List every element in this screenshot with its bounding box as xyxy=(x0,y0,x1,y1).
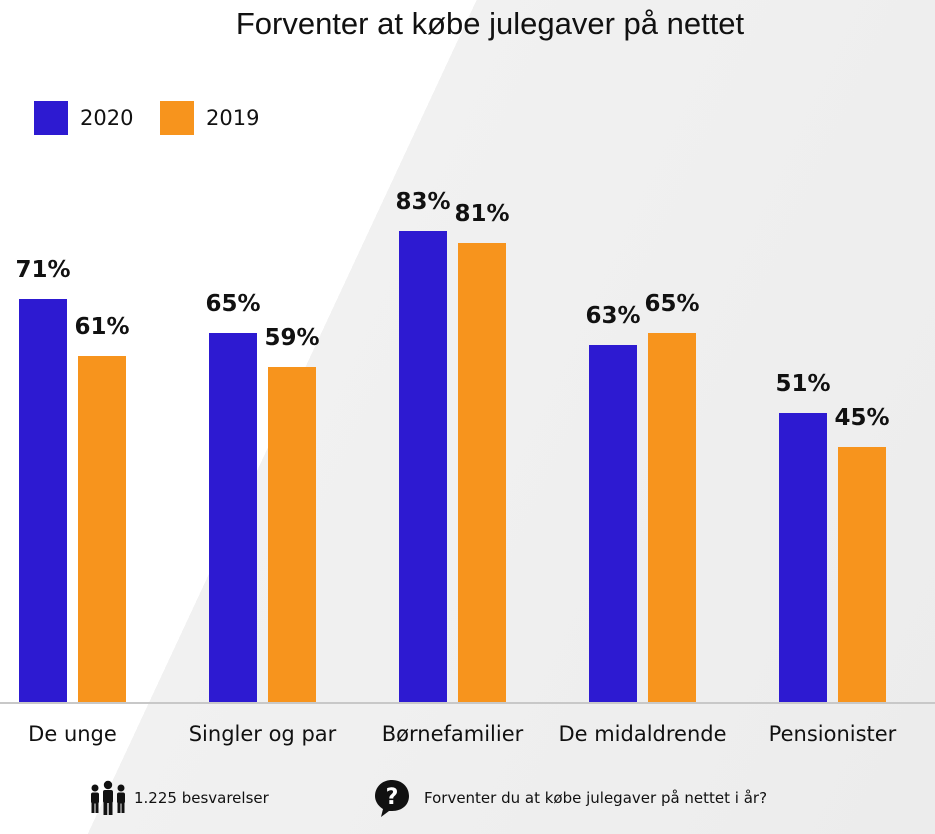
bar-2020-5 xyxy=(779,412,827,702)
legend-label-2020: 2020 xyxy=(80,106,134,130)
data-label-2019-4: 65% xyxy=(644,291,700,318)
bar-2020-1 xyxy=(19,299,67,702)
bar-2019-4 xyxy=(648,333,696,702)
legend-swatch-2020 xyxy=(34,101,68,135)
data-label-2019-3: 81% xyxy=(454,200,510,227)
data-label-2019-2: 59% xyxy=(264,325,320,352)
category-label-4: De midaldrende xyxy=(558,722,727,746)
bar-2019-1 xyxy=(78,356,126,702)
data-label-2020-2: 65% xyxy=(205,291,261,318)
respondents-text: 1.225 besvarelser xyxy=(134,789,269,807)
question-text: Forventer du at købe julegaver på nettet… xyxy=(424,789,768,807)
data-label-2019-5: 45% xyxy=(834,404,890,431)
category-label-3: Børnefamilier xyxy=(381,722,524,746)
data-label-2020-1: 71% xyxy=(15,257,71,284)
category-label-5: Pensionister xyxy=(768,722,897,746)
legend-item-2020: 2020 xyxy=(34,101,133,135)
data-label-2020-4: 63% xyxy=(585,302,641,329)
chart-title: Forventer at købe julegaver på nettet xyxy=(235,6,745,41)
question-bubble-icon: ? xyxy=(375,780,409,817)
data-label-2019-1: 61% xyxy=(74,314,130,341)
bar-2019-2 xyxy=(268,367,316,702)
bar-2019-5 xyxy=(838,446,886,702)
bar-2020-2 xyxy=(209,333,257,702)
question-info: ? Forventer du at købe julegaver på nett… xyxy=(372,778,767,818)
legend-item-2019: 2019 xyxy=(160,101,259,135)
respondents-info: 1.225 besvarelser xyxy=(88,780,269,816)
x-axis-line xyxy=(0,702,935,704)
data-label-2020-3: 83% xyxy=(395,189,451,216)
category-label-1: De unge xyxy=(28,722,117,746)
legend-label-2019: 2019 xyxy=(206,106,260,130)
legend-swatch-2019 xyxy=(160,101,194,135)
bar-2020-3 xyxy=(399,231,447,702)
data-label-2020-5: 51% xyxy=(775,370,831,397)
people-icon xyxy=(91,780,125,815)
bar-2019-3 xyxy=(458,242,506,702)
svg-text:?: ? xyxy=(386,785,399,810)
bar-2020-4 xyxy=(589,344,637,702)
category-label-2: Singler og par xyxy=(188,722,337,746)
